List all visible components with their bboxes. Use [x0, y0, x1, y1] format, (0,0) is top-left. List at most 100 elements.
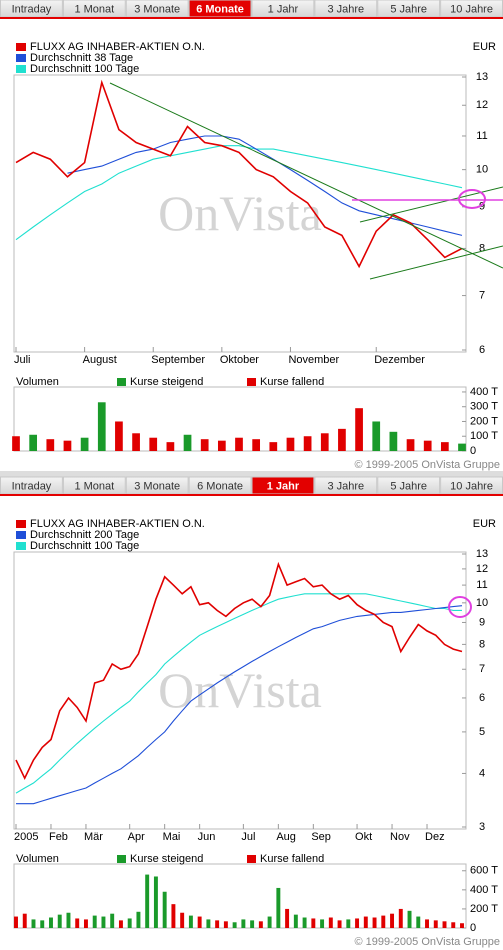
- tab-label[interactable]: Intraday: [12, 480, 52, 492]
- volume-bar: [145, 874, 150, 928]
- average-line: [15, 593, 462, 794]
- volume-bar: [328, 917, 333, 928]
- volume-bar: [311, 918, 316, 928]
- volume-bar: [115, 421, 123, 451]
- volume-bar: [276, 887, 281, 928]
- volume-bar: [149, 437, 158, 451]
- source-label: © 1999-2005 OnVista Gruppe: [355, 936, 501, 948]
- tab-label[interactable]: 3 Jahre: [327, 3, 364, 15]
- volume-tick-label: 0: [470, 922, 476, 934]
- volume-bar: [183, 434, 192, 451]
- volume-bar: [269, 442, 278, 451]
- volume-bar: [110, 913, 115, 928]
- volume-bar: [407, 910, 412, 928]
- volume-bar: [31, 919, 36, 928]
- tab-underline: [0, 17, 503, 19]
- x-tick-label: September: [151, 354, 205, 366]
- volume-bar: [293, 914, 298, 928]
- legend-label: Kurse fallend: [260, 376, 324, 388]
- legend-swatch: [247, 378, 256, 386]
- tab-label[interactable]: 6 Monate: [197, 480, 243, 492]
- tab-label[interactable]: 5 Jahre: [390, 480, 427, 492]
- marker-circle: [448, 596, 472, 618]
- tab-label[interactable]: 10 Jahre: [450, 480, 493, 492]
- volume-bar: [442, 921, 447, 928]
- y-tick-label: 13: [476, 71, 488, 83]
- x-tick-label: Juli: [14, 354, 31, 366]
- volume-bar: [57, 914, 62, 928]
- tab-label[interactable]: 3 Monate: [134, 3, 180, 15]
- volume-bar: [320, 919, 325, 928]
- currency-label: EUR: [473, 518, 496, 530]
- volume-bar: [267, 916, 272, 928]
- volume-bar: [355, 408, 363, 451]
- volume-bar: [390, 913, 395, 928]
- volume-bar: [66, 912, 71, 928]
- tab-label[interactable]: 10 Jahre: [450, 3, 493, 15]
- volume-bar: [320, 433, 329, 451]
- tab-label[interactable]: Intraday: [12, 3, 52, 15]
- tab-label[interactable]: 1 Monat: [74, 480, 114, 492]
- volume-bar: [101, 916, 106, 928]
- legend-swatch: [16, 43, 26, 51]
- tab-label[interactable]: 1 Monat: [74, 3, 114, 15]
- y-tick-label: 8: [479, 638, 485, 650]
- volume-bar: [363, 916, 368, 928]
- volume-bar: [372, 917, 377, 928]
- watermark: OnVista: [158, 662, 322, 718]
- volume-bar: [136, 911, 141, 928]
- currency-label: EUR: [473, 41, 496, 53]
- price-line: [15, 79, 463, 269]
- y-tick-label: 3: [479, 821, 485, 833]
- separator: [0, 471, 503, 477]
- volume-bar: [423, 440, 432, 451]
- volume-bar: [206, 919, 211, 928]
- tab-label[interactable]: 5 Jahre: [390, 3, 427, 15]
- volume-bar: [92, 915, 97, 928]
- tab-label[interactable]: 3 Jahre: [327, 480, 364, 492]
- y-tick-label: 13: [476, 548, 488, 560]
- volume-bar: [132, 433, 140, 451]
- volume-bar: [425, 919, 429, 928]
- legend-label: Durchschnitt 38 Tage: [30, 52, 133, 64]
- volume-bar: [338, 428, 346, 451]
- legend-label: Kurse steigend: [130, 376, 203, 388]
- tab-label[interactable]: 1 Jahr: [267, 480, 300, 492]
- volume-bar: [433, 920, 438, 928]
- chart-panel: Intraday 1 Monat 3 Monate 6 Monate 1 Jahr 3 J…: [0, 0, 503, 471]
- source-label: © 1999-2005 OnVista Gruppe: [355, 459, 501, 471]
- volume-bar: [406, 439, 415, 451]
- volume-bar: [389, 431, 398, 451]
- tab-underline: [0, 494, 503, 496]
- volume-bar: [188, 915, 193, 928]
- volume-bar: [458, 443, 466, 451]
- tab-label[interactable]: 1 Jahr: [268, 3, 299, 15]
- volume-bar: [75, 918, 80, 928]
- y-tick-label: 7: [479, 289, 485, 301]
- volume-tick-label: 600 T: [470, 865, 498, 877]
- price-line: [15, 561, 463, 781]
- volume-bar: [14, 916, 18, 928]
- x-tick-label: November: [288, 354, 339, 366]
- trend-line: [359, 186, 503, 223]
- volume-tick-label: 300 T: [470, 401, 498, 413]
- average-line: [67, 135, 463, 236]
- volume-bar: [250, 920, 255, 928]
- volume-tick-label: 200 T: [470, 415, 498, 427]
- legend-swatch: [117, 378, 126, 386]
- tab-label[interactable]: 6 Monate: [196, 3, 244, 15]
- volume-tick-label: 200 T: [470, 903, 498, 915]
- x-tick-label: Jul: [241, 831, 255, 843]
- y-tick-label: 4: [479, 767, 485, 779]
- y-tick-label: 7: [479, 663, 485, 675]
- x-tick-label: 2005: [14, 831, 38, 843]
- trend-line: [369, 245, 503, 280]
- y-tick-label: 11: [476, 579, 487, 591]
- chart-panel: Intraday 1 Monat 3 Monate 6 Monate 1 Jahr 3 J…: [0, 476, 503, 948]
- legend-label: Durchschnitt 100 Tage: [30, 63, 139, 75]
- y-tick-label: 9: [479, 616, 485, 628]
- tab-label[interactable]: 3 Monate: [134, 480, 180, 492]
- legend-label: Kurse steigend: [130, 853, 203, 865]
- y-tick-label: 6: [479, 344, 485, 356]
- volume-bar: [83, 919, 88, 928]
